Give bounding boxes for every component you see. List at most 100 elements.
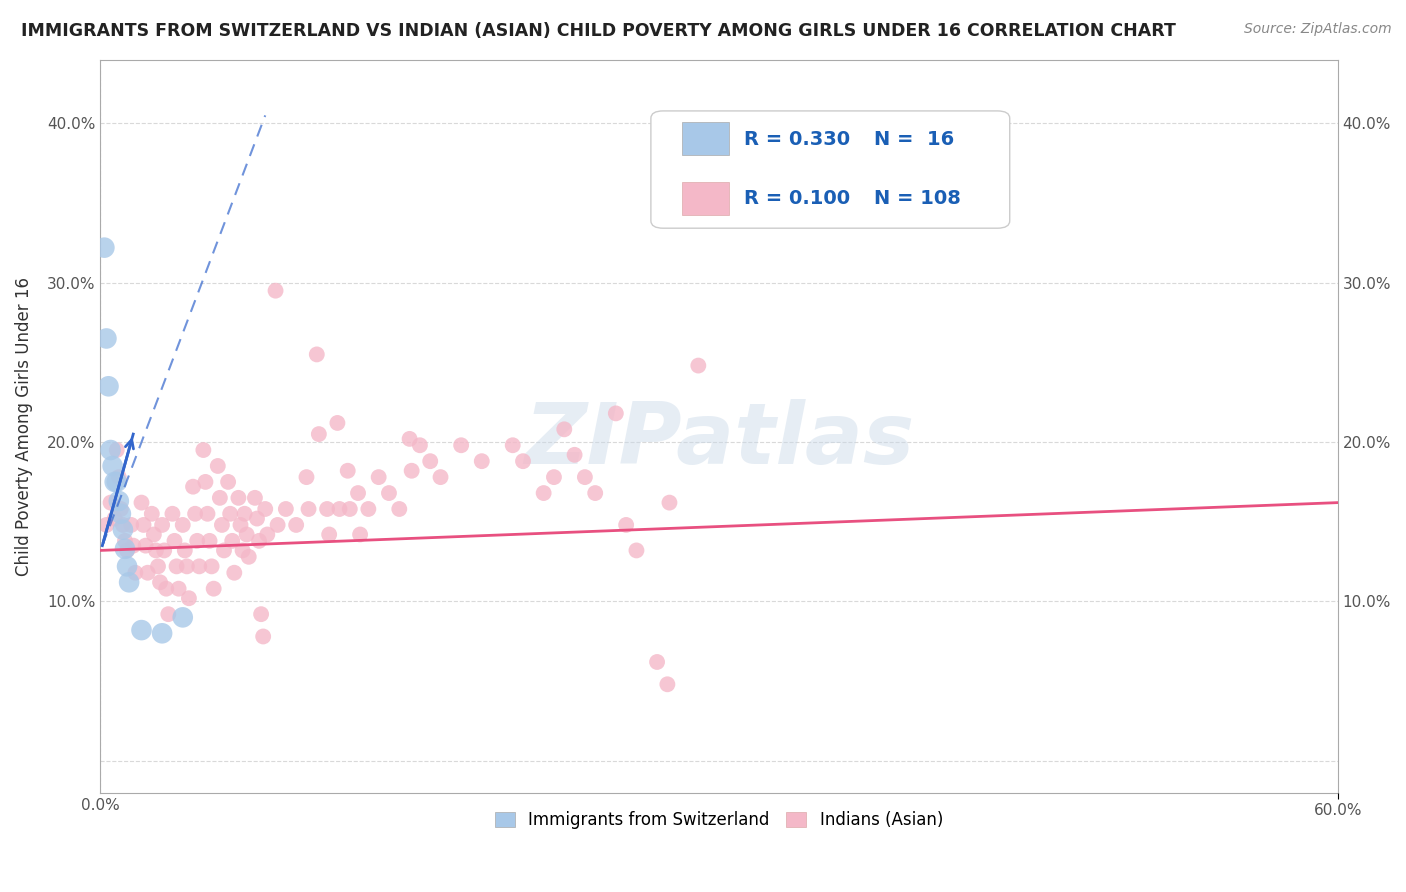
Point [388,502,411,516]
FancyBboxPatch shape [682,122,728,155]
Point [142,527,165,541]
Point [401,464,423,478]
Point [105,443,128,458]
Point [254,502,277,516]
Point [146,559,169,574]
Point [233,507,256,521]
Point [266,517,288,532]
Point [367,470,389,484]
Point [193,443,215,458]
Point [150,626,173,640]
Point [564,448,586,462]
Point [96,331,118,345]
Point [115,543,138,558]
Point [574,470,596,484]
Text: R = 0.100: R = 0.100 [744,189,849,208]
Point [111,523,134,537]
Point [378,486,401,500]
Point [243,491,266,505]
Point [122,539,145,553]
Point [188,559,211,574]
Point [252,630,274,644]
Point [104,475,127,489]
Point [583,486,606,500]
Point [115,559,138,574]
Point [136,566,159,580]
Point [250,607,273,622]
Point [645,655,668,669]
Point [145,543,167,558]
Point [658,495,681,509]
Point [228,491,250,505]
Point [157,607,180,622]
Point [347,486,370,500]
Point [357,502,380,516]
Point [553,422,575,436]
Point [295,470,318,484]
Point [100,495,122,509]
Point [326,416,349,430]
Point [184,507,207,521]
Point [110,507,132,521]
Point [177,591,200,606]
Point [247,533,270,548]
Text: N =  16: N = 16 [873,129,953,149]
Point [207,458,229,473]
Point [471,454,494,468]
Point [186,533,208,548]
Point [162,507,184,521]
Text: R = 0.330: R = 0.330 [744,129,849,149]
Point [217,475,239,489]
Point [512,454,534,468]
Point [114,533,136,548]
Point [349,527,371,541]
Point [198,533,221,548]
Point [202,582,225,596]
Point [211,517,233,532]
Point [120,517,142,532]
Point [212,543,235,558]
Point [238,549,260,564]
Point [172,610,194,624]
Point [626,543,648,558]
Point [533,486,555,500]
Point [605,406,627,420]
Point [93,241,115,255]
Point [111,517,134,532]
Point [105,475,128,489]
Point [229,517,252,532]
FancyBboxPatch shape [651,111,1010,228]
Point [308,427,330,442]
Point [96,517,118,532]
Point [336,464,359,478]
Point [614,517,637,532]
Point [657,677,679,691]
Point [155,582,177,596]
Point [305,347,328,361]
Point [256,527,278,541]
Point [219,507,242,521]
Point [197,507,219,521]
Point [232,543,254,558]
Point [101,458,124,473]
Point [141,507,163,521]
Point [172,517,194,532]
Point [208,491,231,505]
Point [135,539,157,553]
Point [264,284,287,298]
Point [543,470,565,484]
Point [398,432,420,446]
Point [285,517,308,532]
Point [201,559,224,574]
FancyBboxPatch shape [682,182,728,215]
Point [688,359,710,373]
Point [221,533,243,548]
Point [108,494,131,508]
Legend: Immigrants from Switzerland, Indians (Asian): Immigrants from Switzerland, Indians (As… [488,805,949,836]
Point [173,543,195,558]
Point [409,438,432,452]
Point [104,511,127,525]
Point [166,559,188,574]
Point [328,502,350,516]
Point [149,575,172,590]
